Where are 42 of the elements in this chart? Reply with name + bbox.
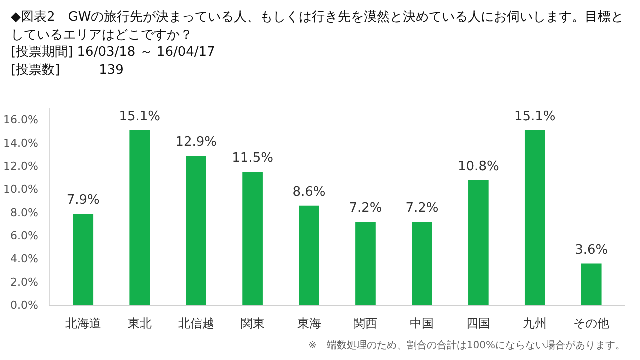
bar <box>581 264 602 306</box>
x-tick-label: 関東 <box>240 316 265 330</box>
text: ※ 端数処理のため、割合の合計は100%にならない場合があります。 <box>308 340 626 352</box>
data-label: 11.5% <box>232 151 274 166</box>
data-label: 3.6% <box>575 242 608 258</box>
x-tick-label: 中国 <box>410 316 434 330</box>
bar <box>412 222 432 306</box>
data-label: 10.8% <box>458 159 500 174</box>
x-tick-label: 北海道 <box>65 316 102 330</box>
bar <box>524 130 546 306</box>
x-tick-label: 四国 <box>466 316 491 330</box>
bar <box>73 214 94 306</box>
x-tick-label: 関西 <box>354 316 378 330</box>
bar <box>186 156 206 306</box>
data-label: 12.9% <box>176 135 217 150</box>
data-label: 7.2% <box>349 201 382 216</box>
y-tick-label: 10.0% <box>4 183 39 196</box>
bar <box>356 222 376 306</box>
chart-subtitle: [投票期間] 16/03/18 ～ 16/04/17 [投票数] 139 <box>11 45 216 78</box>
x-tick-label: 北信越 <box>178 316 214 330</box>
x-tick-label: その他 <box>574 316 610 330</box>
x-tick-label: 東北 <box>128 316 152 330</box>
y-tick-label: 6.0% <box>10 229 39 242</box>
y-tick-label: 12.0% <box>4 160 39 173</box>
y-tick-label: 2.0% <box>10 276 39 289</box>
data-label: 15.1% <box>119 110 161 125</box>
bar <box>299 206 320 306</box>
data-label: 15.1% <box>514 110 556 125</box>
bar <box>242 172 263 306</box>
bar <box>130 130 150 306</box>
y-tick-label: 4.0% <box>10 252 39 266</box>
chart-title: ◆図表2 GWの旅行先が決まっている人、もしくは行き先を漠然と決めている人にお伺いします。目標としているエリアはどこですか？ <box>11 10 624 43</box>
y-tick-label: 8.0% <box>10 206 39 220</box>
bar <box>468 180 489 306</box>
data-label: 8.6% <box>292 184 326 200</box>
x-tick-label: 東海 <box>297 316 322 330</box>
y-tick-label: 0.0% <box>10 299 39 312</box>
y-tick-label: 16.0% <box>4 114 39 127</box>
x-tick-label: 九州 <box>523 316 548 330</box>
data-label: 7.9% <box>66 192 100 208</box>
y-tick-label: 14.0% <box>4 136 39 150</box>
data-label: 7.2% <box>406 201 439 216</box>
